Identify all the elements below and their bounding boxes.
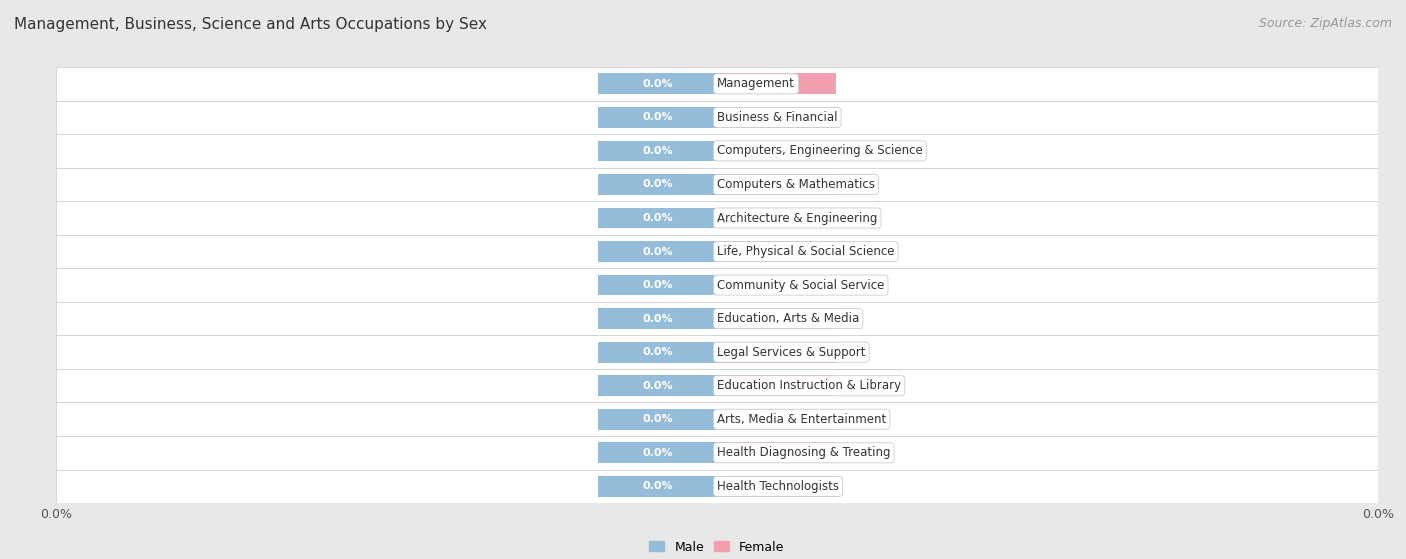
Text: 0.0%: 0.0% (643, 347, 673, 357)
Bar (598, 107, 717, 128)
Bar (598, 375, 717, 396)
Text: Health Diagnosing & Treating: Health Diagnosing & Treating (717, 446, 890, 459)
Bar (717, 107, 837, 128)
Text: 0.0%: 0.0% (643, 280, 673, 290)
Text: Legal Services & Support: Legal Services & Support (717, 345, 866, 359)
Text: 0.0%: 0.0% (643, 414, 673, 424)
Bar (56, 235, 1378, 268)
Text: 0.0%: 0.0% (761, 146, 792, 156)
Bar (598, 174, 717, 195)
Text: Management, Business, Science and Arts Occupations by Sex: Management, Business, Science and Arts O… (14, 17, 486, 32)
Bar (598, 241, 717, 262)
Text: 0.0%: 0.0% (643, 213, 673, 223)
Text: 0.0%: 0.0% (643, 481, 673, 491)
Bar (56, 369, 1378, 402)
Bar (56, 302, 1378, 335)
Bar (56, 168, 1378, 201)
Bar (717, 375, 837, 396)
Text: 0.0%: 0.0% (761, 79, 792, 89)
Bar (717, 409, 837, 430)
Text: Computers, Engineering & Science: Computers, Engineering & Science (717, 144, 922, 158)
Bar (56, 101, 1378, 134)
Text: 0.0%: 0.0% (761, 213, 792, 223)
Bar (717, 476, 837, 497)
Text: 0.0%: 0.0% (761, 347, 792, 357)
Bar (598, 342, 717, 363)
Bar (598, 274, 717, 296)
Text: Health Technologists: Health Technologists (717, 480, 839, 493)
Legend: Male, Female: Male, Female (650, 541, 785, 553)
Bar (598, 476, 717, 497)
Bar (717, 140, 837, 162)
Bar (598, 409, 717, 430)
Bar (717, 73, 837, 94)
Bar (598, 207, 717, 229)
Bar (56, 201, 1378, 235)
Text: 0.0%: 0.0% (761, 314, 792, 324)
Bar (717, 342, 837, 363)
Bar (717, 308, 837, 329)
Text: 0.0%: 0.0% (643, 314, 673, 324)
Bar (598, 73, 717, 94)
Text: 0.0%: 0.0% (761, 481, 792, 491)
Bar (717, 274, 837, 296)
Bar (717, 442, 837, 463)
Text: Architecture & Engineering: Architecture & Engineering (717, 211, 877, 225)
Text: Computers & Mathematics: Computers & Mathematics (717, 178, 875, 191)
Bar (717, 207, 837, 229)
Text: Community & Social Service: Community & Social Service (717, 278, 884, 292)
Text: 0.0%: 0.0% (761, 414, 792, 424)
Bar (598, 442, 717, 463)
Text: Life, Physical & Social Science: Life, Physical & Social Science (717, 245, 894, 258)
Bar (717, 174, 837, 195)
Bar (598, 140, 717, 162)
Text: 0.0%: 0.0% (643, 112, 673, 122)
Text: 0.0%: 0.0% (761, 280, 792, 290)
Bar (56, 67, 1378, 101)
Text: 0.0%: 0.0% (761, 448, 792, 458)
Text: 0.0%: 0.0% (643, 381, 673, 391)
Text: Arts, Media & Entertainment: Arts, Media & Entertainment (717, 413, 886, 426)
Bar (598, 308, 717, 329)
Bar (56, 436, 1378, 470)
Text: 0.0%: 0.0% (643, 448, 673, 458)
Bar (56, 335, 1378, 369)
Bar (56, 470, 1378, 503)
Text: 0.0%: 0.0% (761, 247, 792, 257)
Text: 0.0%: 0.0% (643, 247, 673, 257)
Bar (56, 402, 1378, 436)
Bar (56, 134, 1378, 168)
Text: Education Instruction & Library: Education Instruction & Library (717, 379, 901, 392)
Bar (717, 241, 837, 262)
Text: Source: ZipAtlas.com: Source: ZipAtlas.com (1258, 17, 1392, 30)
Text: 0.0%: 0.0% (761, 381, 792, 391)
Text: Business & Financial: Business & Financial (717, 111, 838, 124)
Text: 0.0%: 0.0% (761, 179, 792, 190)
Text: Education, Arts & Media: Education, Arts & Media (717, 312, 859, 325)
Text: 0.0%: 0.0% (643, 179, 673, 190)
Text: 0.0%: 0.0% (643, 79, 673, 89)
Text: Management: Management (717, 77, 794, 91)
Text: 0.0%: 0.0% (761, 112, 792, 122)
Text: 0.0%: 0.0% (643, 146, 673, 156)
Bar (56, 268, 1378, 302)
